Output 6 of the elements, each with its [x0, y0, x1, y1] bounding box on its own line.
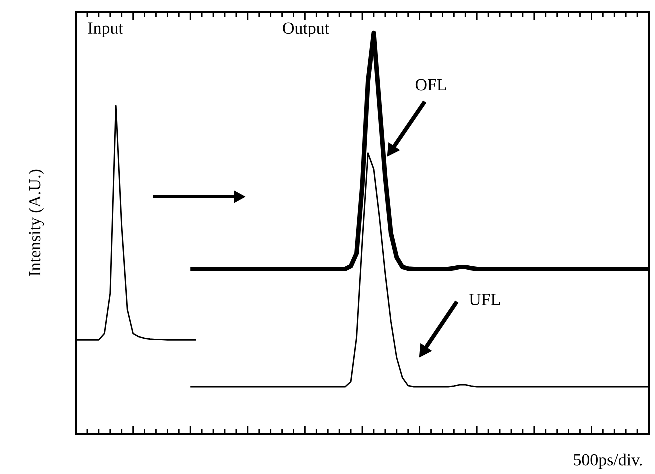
annotation: Input: [88, 22, 124, 38]
annotation: OFL: [416, 79, 446, 91]
y-axis-title: Intensity (A.U.): [28, 170, 44, 276]
annotation: Output: [283, 22, 330, 38]
annotation: UFL: [469, 294, 500, 306]
x-axis-title: 500ps/div.: [574, 454, 642, 470]
